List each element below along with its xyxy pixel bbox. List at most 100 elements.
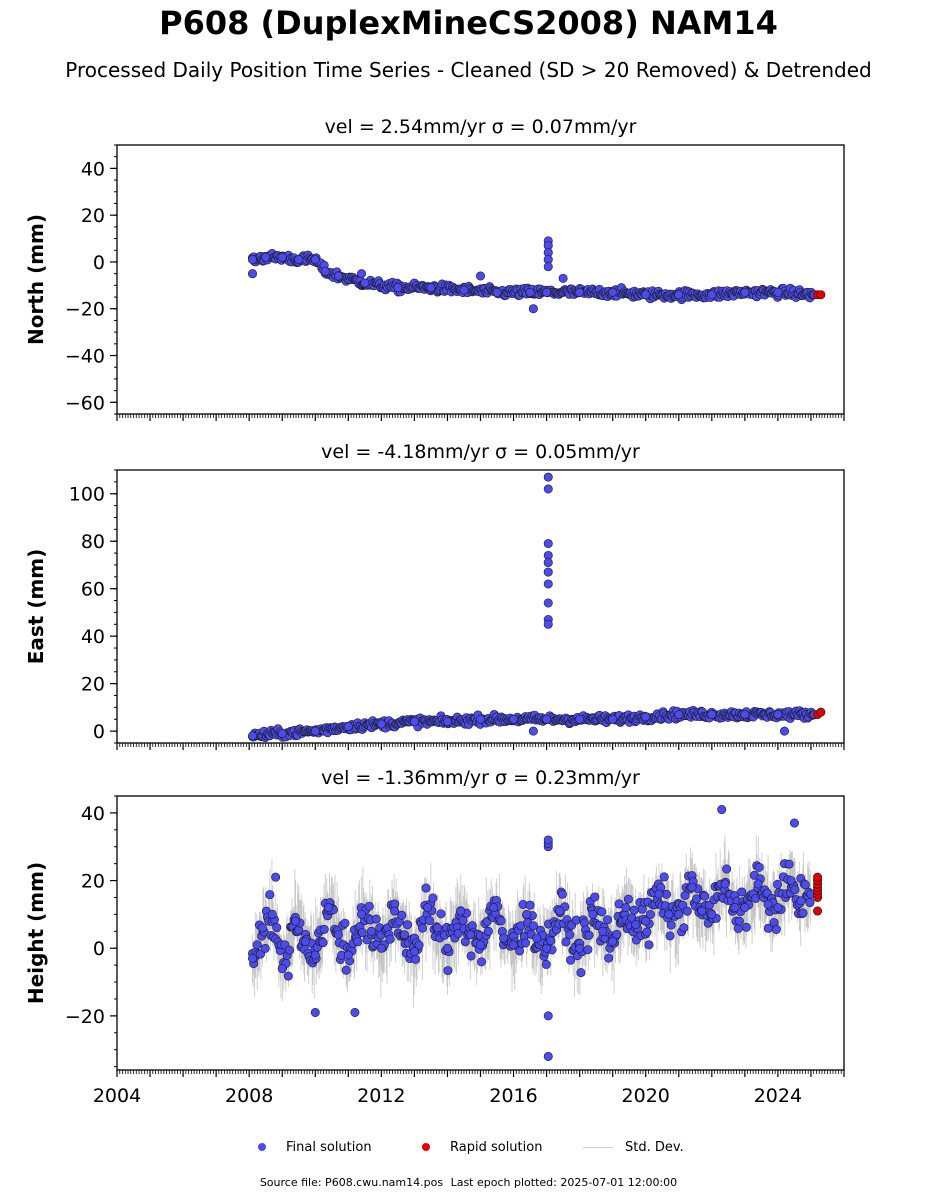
velocity-annotation: vel = -1.36mm/yr σ = 0.23mm/yr: [321, 767, 640, 789]
final-solution-point: [364, 901, 374, 911]
final-solution-point: [707, 909, 717, 919]
final-solution-point: [366, 926, 376, 936]
final-solution-point: [442, 943, 452, 953]
final-solution-point: [397, 910, 407, 920]
final-solution-point: [426, 283, 436, 293]
final-solution-point: [798, 908, 808, 918]
y-tick-label: 20: [81, 674, 105, 696]
outlier-point: [789, 818, 799, 828]
final-solution-point: [740, 710, 750, 720]
final-solution-point: [265, 890, 275, 900]
final-solution-point: [608, 287, 618, 297]
outlier-point: [350, 1007, 360, 1017]
final-solution-point: [773, 710, 783, 720]
final-solution-point: [489, 903, 499, 913]
rapid-solution-points: [813, 872, 823, 916]
final-solution-points: [247, 236, 819, 314]
outlier-point: [528, 726, 538, 736]
x-tick-label: 2008: [225, 1085, 273, 1107]
y-tick-label: 0: [93, 721, 105, 743]
final-solution-point: [458, 916, 468, 926]
final-solution-point: [598, 926, 608, 936]
y-tick-label: 40: [81, 158, 105, 180]
final-solution-point: [466, 951, 476, 961]
final-solution-point: [371, 914, 381, 924]
final-solution-point: [277, 729, 287, 739]
final-solution-point: [773, 287, 783, 297]
final-solution-point: [418, 923, 428, 933]
y-tick-label: 100: [69, 484, 105, 506]
height-panel: vel = -1.36mm/yr σ = 0.23mm/yr Height (mm…: [24, 767, 845, 1107]
final-solution-point: [310, 950, 320, 960]
final-solution-point: [737, 887, 747, 897]
final-solution-point: [784, 859, 794, 869]
final-solution-point: [385, 934, 395, 944]
final-solution-point: [261, 252, 271, 262]
outlier-point: [543, 558, 553, 568]
final-solution-point: [641, 712, 651, 722]
x-tick-label: 2020: [622, 1085, 670, 1107]
final-solution-point: [341, 965, 351, 975]
final-solution-point: [631, 920, 641, 930]
final-solution-point: [700, 891, 710, 901]
final-solution-point: [773, 879, 783, 889]
x-tick-label: 2012: [357, 1085, 405, 1107]
y-tick-label: −60: [65, 392, 105, 414]
y-axis-label: East (mm): [24, 549, 48, 665]
outlier-point: [717, 805, 727, 815]
outlier-point: [558, 273, 568, 283]
final-solution-point: [557, 889, 567, 899]
legend-item-rapid: Rapid solution: [422, 1136, 542, 1158]
outlier-point: [310, 1007, 320, 1017]
final-solution-point: [522, 909, 532, 919]
final-solution-point: [442, 717, 452, 727]
final-solution-point: [333, 271, 343, 281]
final-solution-point: [614, 899, 624, 909]
data-layer: [247, 472, 826, 743]
footer-source-file: Source file: P608.cwu.nam14.pos: [259, 1176, 444, 1189]
final-solution-point: [294, 255, 304, 265]
final-solution-point: [399, 930, 409, 940]
final-solution-point: [541, 959, 551, 969]
final-solution-point: [608, 714, 618, 724]
final-solution-point: [697, 906, 707, 916]
final-solution-point: [740, 287, 750, 297]
final-solution-point: [608, 936, 618, 946]
velocity-annotation: vel = -4.18mm/yr σ = 0.05mm/yr: [321, 441, 640, 463]
final-solution-point: [641, 916, 651, 926]
y-tick-label: −20: [65, 1006, 105, 1028]
outlier-point: [271, 872, 281, 882]
outlier-point: [528, 304, 538, 314]
final-solution-point: [730, 903, 740, 913]
final-solution-point: [805, 898, 815, 908]
final-solution-point: [277, 252, 287, 262]
final-solution-point: [674, 909, 684, 919]
final-solution-point: [247, 953, 257, 963]
final-solution-point: [428, 893, 438, 903]
final-solution-point: [734, 916, 744, 926]
final-solution-point: [654, 889, 664, 899]
chart-title: P608 (DuplexMineCS2008) NAM14: [159, 4, 778, 42]
outlier-point: [247, 269, 257, 279]
final-solution-point: [353, 937, 363, 947]
outlier-point: [543, 472, 553, 482]
final-solution-point: [754, 862, 764, 872]
final-solution-point: [666, 920, 676, 930]
final-solution-point: [247, 731, 257, 741]
rapid-solution-points: [813, 707, 826, 720]
final-solution-point: [542, 714, 552, 724]
final-solution-points: [247, 472, 819, 743]
final-solution-point: [546, 936, 556, 946]
final-solution-point: [267, 909, 277, 919]
final-solution-point: [257, 923, 267, 933]
final-solution-point: [357, 928, 367, 938]
legend-label-stddev: Std. Dev.: [625, 1139, 684, 1155]
final-solution-point: [621, 903, 631, 913]
east-panel: vel = -4.18mm/yr σ = 0.05mm/yr East (mm) 0…: [24, 441, 845, 750]
final-solution-point: [584, 930, 594, 940]
final-solution-point: [532, 933, 542, 943]
y-tick-label: 20: [81, 205, 105, 227]
legend-item-stddev: Std. Dev.: [583, 1136, 684, 1158]
footer-last-epoch: Last epoch plotted: 2025-07-01 12:00:00: [450, 1176, 678, 1189]
final-solution-point: [629, 905, 639, 915]
